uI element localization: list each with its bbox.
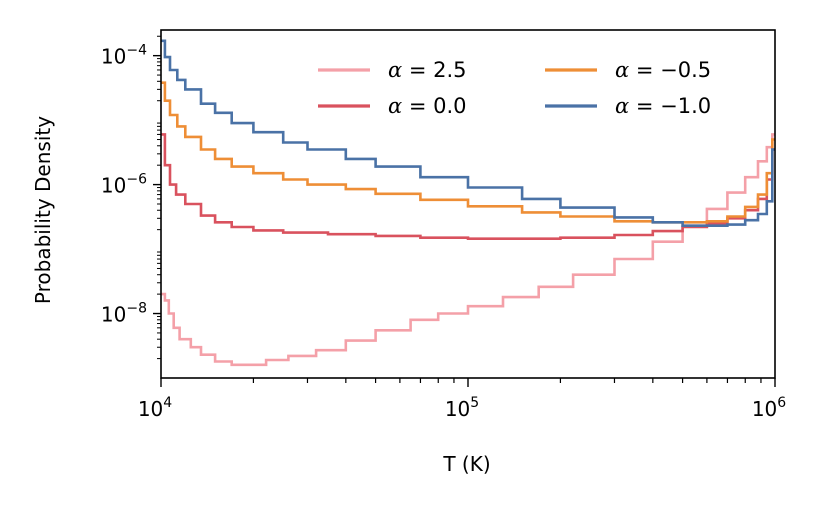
y-axis-label: Probability Density xyxy=(31,116,55,304)
y-tick-label-2: 10−6 xyxy=(101,172,147,198)
legend-label-1: α = 2.5 xyxy=(388,58,467,82)
legend-label-4: α = −1.0 xyxy=(615,94,711,118)
x-axis-label: T (K) xyxy=(442,452,490,476)
legend-label-3: α = −0.5 xyxy=(615,58,711,82)
series-line-1 xyxy=(161,133,775,367)
plot-frame xyxy=(160,29,776,379)
x-axis-ticks: 104 105 106 xyxy=(138,378,786,421)
series-line-2 xyxy=(161,133,775,240)
x-tick-label-3: 106 xyxy=(752,395,786,421)
y-tick-label-3: 10−8 xyxy=(101,301,147,327)
x-tick-label-1: 104 xyxy=(138,395,172,421)
y-axis-ticks: 10−4 10−6 10−8 xyxy=(101,35,161,360)
series-line-4 xyxy=(161,39,775,227)
series-line-3 xyxy=(161,81,775,224)
legend: α = 2.5 α = 0.0 α = −0.5 α = −1.0 xyxy=(318,58,711,118)
series-layer xyxy=(161,39,775,367)
y-tick-label-1: 10−4 xyxy=(101,43,147,69)
x-tick-label-2: 105 xyxy=(445,395,479,421)
legend-label-2: α = 0.0 xyxy=(388,94,467,118)
